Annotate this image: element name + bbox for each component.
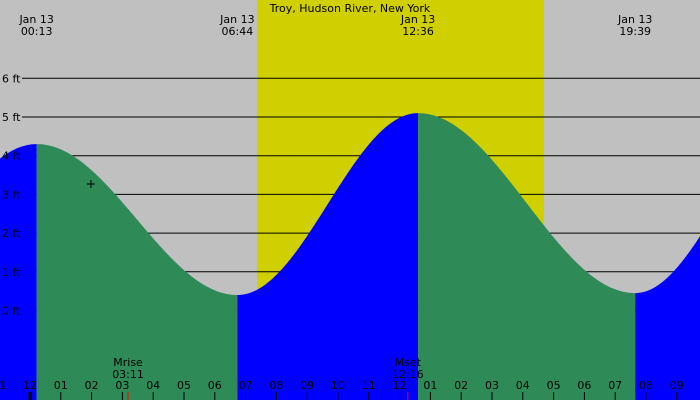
tide-event-time: 12:36: [402, 25, 434, 38]
x-tick-label: 12: [23, 379, 37, 392]
current-position-marker: [87, 180, 95, 188]
x-tick-label: 04: [516, 379, 530, 392]
y-tick-label: 1 ft: [2, 266, 21, 279]
tide-event-time: 00:13: [21, 25, 53, 38]
x-tick-label: 09: [670, 379, 684, 392]
x-tick-label: 10: [331, 379, 345, 392]
rising-tide-segment: [635, 236, 700, 400]
y-tick-label: 3 ft: [2, 188, 21, 201]
x-tick-label: 07: [608, 379, 622, 392]
chart-title: Troy, Hudson River, New York: [269, 2, 431, 15]
tide-event-date: Jan 13: [219, 13, 254, 26]
x-tick-label: 04: [146, 379, 160, 392]
x-tick-label: 02: [454, 379, 468, 392]
x-tick-label: 09: [300, 379, 314, 392]
x-axis: 11 12 01 02 03 04 05 06 07 08 09 10 11 12 01 02 03 04 05 06…: [0, 379, 684, 400]
y-tick-label: 2 ft: [2, 227, 21, 240]
tide-event-date: Jan 13: [18, 13, 53, 26]
rising-tide-segment: [237, 113, 419, 400]
x-tick-label: 01: [54, 379, 68, 392]
x-tick-label: 06: [208, 379, 222, 392]
x-tick-label: 11: [362, 379, 376, 392]
x-tick-label: 01: [423, 379, 437, 392]
tide-event-date: Jan 13: [400, 13, 435, 26]
y-tick-label: 6 ft: [2, 72, 21, 85]
x-tick-label: 12: [393, 379, 407, 392]
falling-tide-segment: [418, 113, 636, 400]
y-tick-label: 4 ft: [2, 150, 21, 163]
x-tick-label: 11: [0, 379, 6, 392]
x-tick-label: 05: [177, 379, 191, 392]
x-tick-label: 03: [115, 379, 129, 392]
tide-area: [0, 113, 700, 400]
x-tick-label: 05: [547, 379, 561, 392]
tide-event-date: Jan 13: [617, 13, 652, 26]
y-tick-label: 0 ft: [2, 305, 21, 318]
y-tick-label: 5 ft: [2, 111, 21, 124]
moon-event-label: Mset: [395, 356, 422, 369]
x-tick-label: 08: [269, 379, 283, 392]
x-tick-label: 06: [577, 379, 591, 392]
moon-event-time: 03:11: [112, 368, 144, 381]
x-tick-label: 02: [85, 379, 99, 392]
x-tick-label: 07: [239, 379, 253, 392]
moon-event-label: Mrise: [113, 356, 143, 369]
tide-event-time: 19:39: [619, 25, 651, 38]
moon-event-time: 12:16: [392, 368, 424, 381]
x-tick-label: 03: [485, 379, 499, 392]
y-axis-labels: 0 ft 1 ft 2 ft 3 ft 4 ft 5 ft 6 ft: [2, 72, 21, 317]
x-tick-label: 08: [639, 379, 653, 392]
tide-event-time: 06:44: [222, 25, 254, 38]
rising-tide-segment: [0, 144, 37, 400]
falling-tide-segment: [36, 144, 238, 400]
